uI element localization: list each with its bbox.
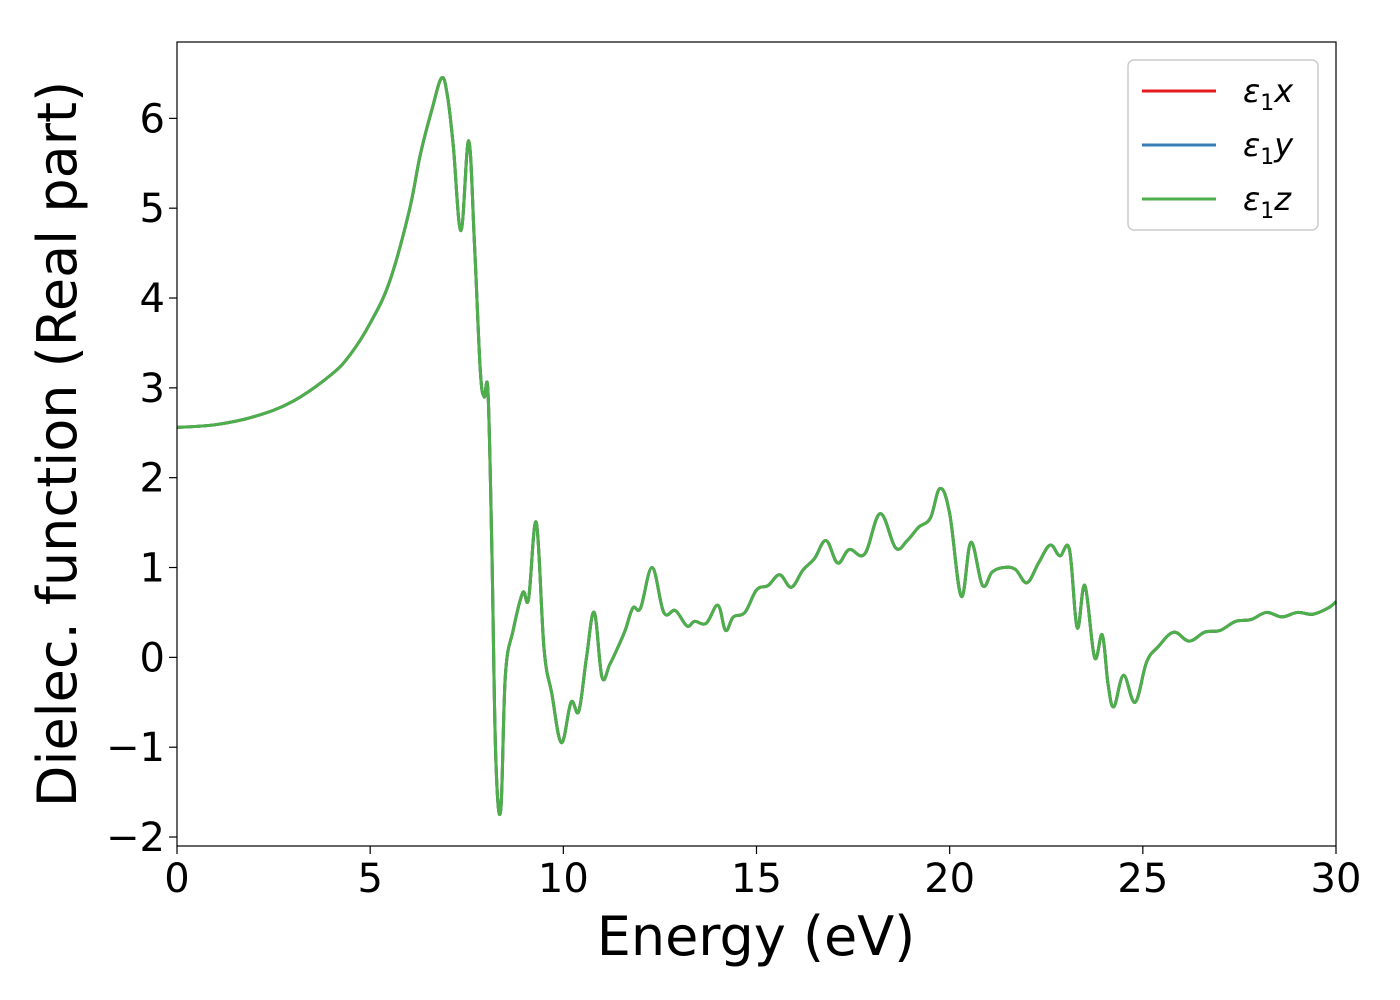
x-axis-label: Energy (eV) (597, 905, 916, 968)
y-tick-label: −1 (106, 725, 165, 771)
series-line-eps1z (176, 76, 1337, 817)
x-tick-label: 15 (731, 856, 782, 902)
x-tick-label: 20 (924, 856, 975, 902)
x-tick-label: 30 (1311, 856, 1362, 902)
x-tick-label: 5 (357, 856, 382, 902)
y-tick-label: 5 (140, 186, 165, 232)
y-axis-label: Dielec. function (Real part) (26, 81, 89, 807)
legend-label-eps1z: ε1z (1243, 180, 1292, 224)
x-tick-label: 0 (164, 856, 189, 902)
legend-box (1127, 59, 1319, 231)
x-tick-label: 10 (538, 856, 589, 902)
x-axis-ticks: 0 5 10 15 20 25 30 (164, 846, 1361, 902)
legend-label-eps1y: ε1y (1243, 126, 1294, 170)
legend: ε1x ε1y ε1z (1127, 59, 1319, 231)
y-axis-ticks: −2 −1 0 1 2 3 4 5 6 (106, 96, 177, 861)
y-tick-label: 6 (140, 96, 165, 142)
y-tick-label: 4 (140, 276, 165, 322)
legend-label-eps1x: ε1x (1243, 72, 1294, 116)
y-tick-label: 1 (140, 546, 165, 592)
series-layer (176, 76, 1337, 817)
y-tick-label: −2 (106, 815, 165, 861)
x-tick-label: 25 (1117, 856, 1168, 902)
y-tick-label: 3 (140, 366, 165, 412)
y-tick-label: 0 (140, 635, 165, 681)
y-tick-label: 2 (140, 456, 165, 502)
